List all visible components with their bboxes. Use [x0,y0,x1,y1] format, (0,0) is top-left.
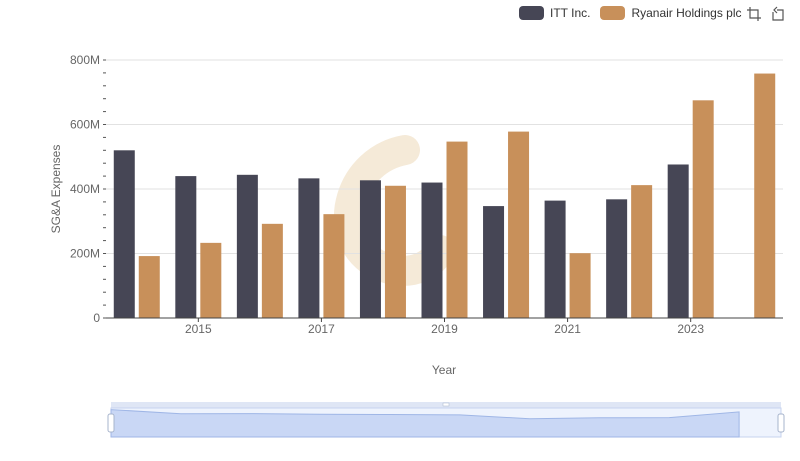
slider-move-handle [442,402,450,407]
bar-itt-2017 [298,178,320,318]
y-tick-label: 400M [70,182,100,196]
bar-itt-2022 [606,199,628,318]
legend-item-ryanair[interactable]: Ryanair Holdings plc [600,6,742,20]
bar-ryanair-2020 [508,131,530,318]
bar-ryanair-2018 [384,185,406,318]
legend-item-itt[interactable]: ITT Inc. [519,6,590,20]
x-tick-label: 2019 [431,322,458,336]
bar-ryanair-2014 [138,256,160,318]
chart-toolbar [746,6,786,22]
bar-itt-2023 [667,164,689,318]
x-axis-tick-labels: 2015 2017 2019 2021 2023 [185,318,704,336]
slider-handle-right [777,413,785,433]
x-axis-label: Year [432,363,456,377]
bar-ryanair-2023 [692,100,714,318]
bar-ryanair-2021 [569,253,591,318]
y-tick-label: 0 [93,311,100,325]
zoom-select-icon[interactable] [746,6,762,22]
bar-ryanair-2022 [631,185,653,318]
bar-itt-2019 [421,182,443,318]
bar-itt-2020 [483,206,505,318]
bar-ryanair-2016 [261,223,283,318]
bar-ryanair-2015 [200,242,222,318]
y-axis-ticks [103,59,106,319]
bar-marks [113,73,776,318]
bar-itt-2021 [544,200,566,318]
y-tick-label: 200M [70,247,100,261]
x-tick-label: 2023 [677,322,704,336]
x-tick-label: 2015 [185,322,212,336]
bar-itt-2015 [175,176,197,318]
legend: ITT Inc. Ryanair Holdings plc [519,4,752,22]
slider-handle-left [107,413,115,433]
legend-label-ryanair: Ryanair Holdings plc [631,6,742,20]
y-tick-label: 800M [70,53,100,67]
legend-label-itt: ITT Inc. [550,6,591,20]
x-tick-label: 2021 [554,322,581,336]
bar-itt-2016 [236,174,258,318]
y-axis-label: SG&A Expenses [49,145,63,234]
bar-itt-2014 [113,150,135,318]
y-tick-label: 600M [70,118,100,132]
x-tick-label: 2017 [308,322,335,336]
slider-preview-area [110,409,740,438]
bar-ryanair-2017 [323,214,345,318]
zoom-reset-icon[interactable] [770,6,786,22]
legend-swatch-ryanair [600,6,626,20]
y-axis-tick-labels: 0 200M 400M 600M 800M [70,53,100,325]
bar-ryanair-2024 [754,73,776,318]
legend-swatch-itt [519,6,544,20]
bar-ryanair-2019 [446,141,468,318]
bar-itt-2018 [359,180,381,318]
data-zoom-slider[interactable] [107,402,785,438]
